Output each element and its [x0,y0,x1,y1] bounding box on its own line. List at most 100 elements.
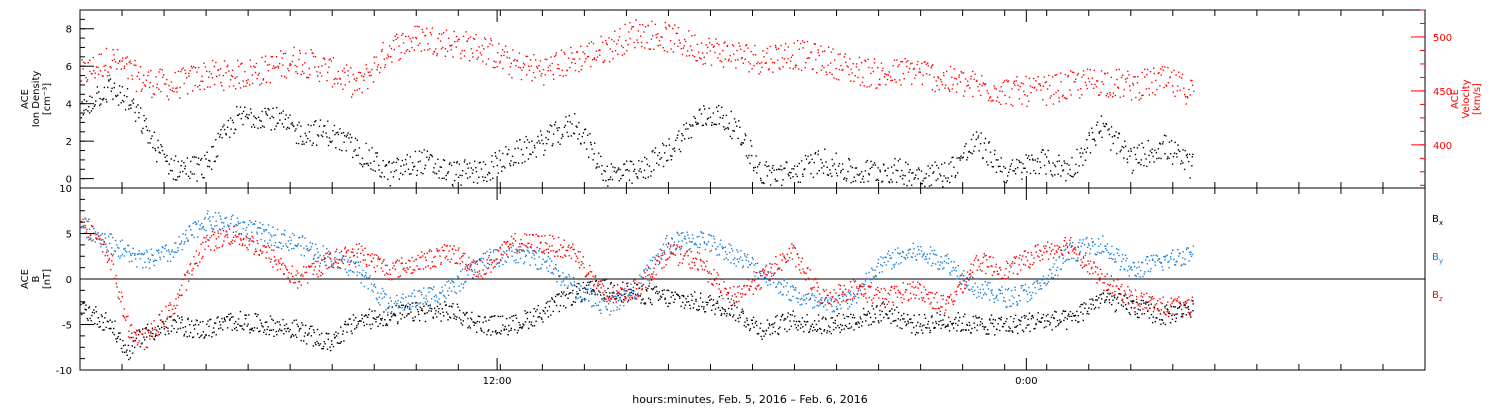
velocity-series-point [310,49,312,51]
density-series-point [168,163,170,165]
by-series-point [216,224,218,227]
by-series-point [433,295,435,298]
by-series-point [501,257,504,259]
velocity-series-point [1038,83,1040,85]
bx-series-point [984,326,987,328]
velocity-series-point [905,65,908,68]
by-series-point [120,255,122,257]
velocity-series-point [1178,71,1180,73]
density-series-point [897,170,899,172]
density-series-point [268,108,270,111]
by-series-point [635,294,638,297]
density-series-point [337,131,339,134]
velocity-series-point [149,82,151,84]
by-series-point [247,224,250,226]
velocity-series-point [987,92,989,94]
bx-series-point [791,314,793,316]
by-series-point [816,301,819,303]
velocity-series-point [432,53,434,55]
density-series-point [1179,150,1181,153]
density-series-point [1037,157,1039,160]
velocity-series-point [228,85,231,88]
bx-series-point [925,327,927,329]
by-series-point [581,300,583,303]
bx-series-point [233,322,236,325]
bx-series-point [1080,303,1082,306]
bx-series-point [1037,312,1039,314]
velocity-series-point [700,42,703,44]
bx-series-point [419,306,421,309]
bx-series-point [938,320,940,323]
velocity-series-point [231,69,234,71]
bx-series-point [361,317,363,320]
by-series-point [716,254,718,256]
by-series-point [465,280,467,283]
bx-series-point [1134,311,1136,313]
by-series-point [634,297,636,300]
velocity-series-point [1116,78,1118,81]
by-series-point [375,297,378,299]
by-series-point [792,295,794,298]
by-series-point [396,294,398,297]
density-series-point [327,144,330,147]
bx-series-point [857,321,859,323]
density-series-point [587,134,589,136]
bx-series-point [719,309,721,312]
bx-series-point [1159,319,1161,321]
by-series-point [336,258,338,260]
bx-series-point [883,316,885,319]
velocity-series-point [830,51,833,53]
density-series-point [972,134,974,136]
bx-series-point [477,315,480,317]
density-series-point [449,162,451,164]
density-series-point [692,125,694,127]
bx-series-point [145,326,147,329]
bx-series-point [479,315,481,318]
bx-series-point [799,327,802,329]
bx-series-point [330,340,333,342]
density-series-point [146,129,148,132]
bx-series-point [1115,309,1117,311]
density-series-point [719,116,721,119]
velocity-series-point [786,61,788,64]
by-series-point [692,237,694,240]
by-series-point [797,297,799,300]
velocity-series-point [593,57,595,59]
bx-series-point [634,282,636,284]
by-series-point [664,253,666,255]
velocity-series-point [299,52,301,54]
velocity-series-point [736,49,738,52]
bx-series-point [553,300,555,302]
by-series-point [316,248,318,250]
by-series-point [157,250,159,252]
velocity-series-point [787,58,789,60]
density-series-point [535,156,537,158]
velocity-series-point [771,61,774,64]
density-series-point [283,126,285,128]
bx-series-point [1173,314,1176,316]
by-series-point [544,261,546,263]
bx-series-point [438,308,440,310]
density-series-point [111,87,113,89]
density-series-point [474,160,476,162]
bx-series-point [297,325,299,328]
density-series-point [1101,136,1103,138]
density-series-point [515,161,517,164]
density-series-point [891,181,893,183]
by-series-point [804,294,807,296]
bx-series-point [523,324,525,326]
density-series-point [1047,149,1049,152]
velocity-series-point [852,63,854,65]
density-series-point [391,162,393,164]
by-series-point [481,261,484,263]
by-series-point [495,263,498,265]
bx-series-point [600,294,602,296]
density-series-point [916,169,918,171]
bx-series-point [728,313,731,315]
bx-series-point [907,320,909,322]
density-series-point [848,159,851,161]
velocity-series-point [854,75,856,77]
density-series-point [357,154,359,156]
by-series-point [313,255,315,257]
by-series-point [590,291,592,293]
